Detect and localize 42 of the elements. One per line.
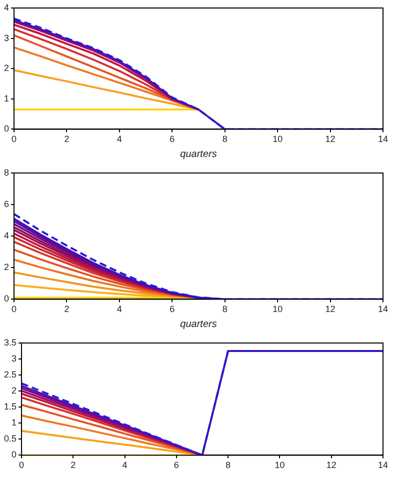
y-tick-label: 1 xyxy=(11,418,17,428)
x-tick-label: 14 xyxy=(378,304,388,314)
x-tick-label: 8 xyxy=(222,304,228,314)
x-tick-label: 0 xyxy=(19,460,24,470)
y-tick-label: 6 xyxy=(4,199,10,210)
x-tick-label: 12 xyxy=(325,134,336,144)
y-tick-label: 4 xyxy=(4,230,10,241)
y-tick-label: 3 xyxy=(11,354,17,364)
x-tick-label: 14 xyxy=(378,460,388,470)
x-tick-label: 6 xyxy=(170,134,175,144)
x-tick-label: 10 xyxy=(272,304,283,314)
y-tick-label: 2 xyxy=(11,386,17,396)
y-tick-label: 0 xyxy=(11,450,17,460)
x-tick-label: 14 xyxy=(378,134,388,144)
x-tick-label: 10 xyxy=(272,134,283,144)
x-tick-label: 2 xyxy=(64,304,70,314)
x-axis-title: quarters xyxy=(180,148,217,160)
x-tick-label: 12 xyxy=(326,460,336,470)
x-tick-label: 4 xyxy=(122,460,128,470)
x-tick-label: 4 xyxy=(116,134,122,144)
y-tick-label: 0.5 xyxy=(4,434,17,444)
y-tick-label: 8 xyxy=(4,167,10,178)
y-tick-label: 3.5 xyxy=(4,337,17,348)
x-tick-label: 2 xyxy=(64,134,70,144)
x-tick-label: 6 xyxy=(170,304,175,314)
x-tick-label: 2 xyxy=(70,460,76,470)
y-tick-label: 0 xyxy=(4,294,10,304)
x-tick-label: 6 xyxy=(174,460,179,470)
y-tick-label: 2 xyxy=(4,262,10,272)
x-tick-label: 12 xyxy=(325,304,336,314)
y-tick-label: 4 xyxy=(4,2,10,12)
y-tick-label: 1.5 xyxy=(4,402,17,412)
y-tick-label: 2 xyxy=(4,63,10,74)
y-tick-label: 3 xyxy=(4,32,10,43)
x-axis-title: quarters xyxy=(180,318,217,330)
x-tick-label: 8 xyxy=(226,460,231,470)
y-tick-label: 0 xyxy=(4,124,10,134)
y-tick-label: 2.5 xyxy=(4,370,17,380)
x-tick-label: 8 xyxy=(222,134,228,144)
x-tick-label: 4 xyxy=(116,304,122,314)
x-tick-label: 10 xyxy=(274,460,285,470)
y-tick-label: 1 xyxy=(4,93,10,104)
